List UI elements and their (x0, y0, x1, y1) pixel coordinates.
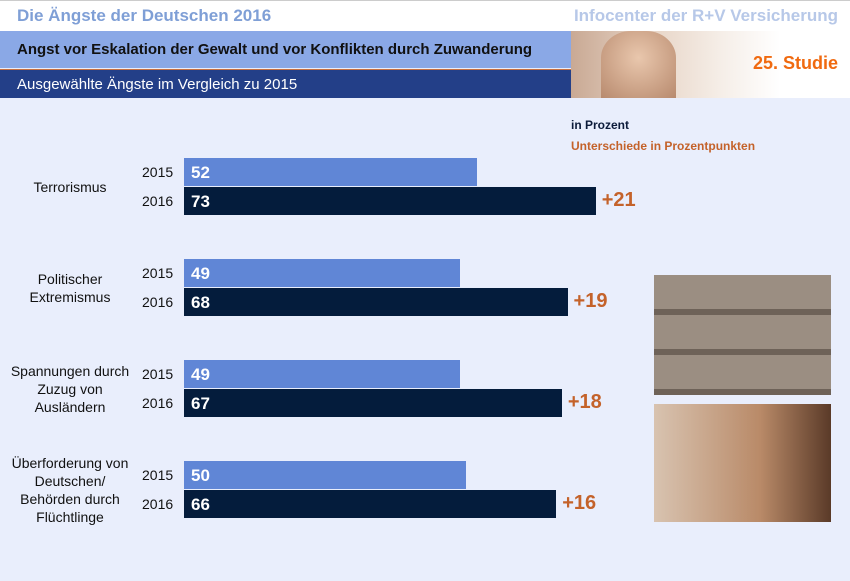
year-label: 2015 (142, 164, 174, 180)
chart-title: Ausgewählte Ängste im Vergleich zu 2015 (17, 76, 298, 93)
bar-2015: 49 (184, 360, 461, 388)
bar-2015: 52 (184, 158, 478, 186)
value-label: 50 (191, 466, 210, 485)
year-label: 2015 (142, 265, 174, 281)
bar-2016: 68 (184, 288, 568, 316)
value-label: 49 (191, 365, 210, 384)
difference-label: +21 (601, 189, 636, 211)
value-label: 73 (191, 192, 210, 211)
difference-label: +18 (567, 391, 602, 413)
year-label: 2015 (142, 366, 174, 382)
subtitle: Angst vor Eskalation der Gewalt und vor … (17, 41, 533, 58)
bar-2016: 73 (184, 187, 596, 215)
subtitle-bar: Angst vor Eskalation der Gewalt und vor … (0, 31, 571, 68)
bar-2016: 67 (184, 389, 562, 417)
difference-label: +19 (573, 290, 608, 312)
diff-label: Unterschiede in Prozentpunkten (571, 139, 756, 153)
category-label: Terrorismus (33, 179, 107, 195)
woman-face-image (601, 31, 676, 98)
unit-label: in Prozent (571, 118, 630, 132)
chart-title-bar: Ausgewählte Ängste im Vergleich zu 2015 (0, 69, 571, 98)
destroyed-building-image (654, 275, 831, 395)
category-label: Politischer Extremismus (29, 271, 111, 305)
value-label: 67 (191, 394, 210, 413)
value-label: 49 (191, 264, 210, 283)
year-label: 2016 (142, 395, 174, 411)
year-label: 2016 (142, 496, 174, 512)
top-bar: Die Ängste der Deutschen 2016 Infocenter… (0, 0, 850, 32)
value-label: 52 (191, 163, 210, 182)
study-label: 25. Studie (752, 53, 838, 73)
value-label: 68 (191, 293, 210, 312)
page-title: Die Ängste der Deutschen 2016 (17, 6, 272, 25)
bar-2015: 50 (184, 461, 466, 489)
source-label: Infocenter der R+V Versicherung (573, 6, 838, 25)
difference-label: +16 (562, 492, 597, 514)
refugee-child-image (654, 404, 831, 522)
value-label: 66 (191, 495, 210, 514)
year-label: 2015 (142, 467, 174, 483)
bar-2015: 49 (184, 259, 461, 287)
year-label: 2016 (142, 193, 174, 209)
category-label: Überforderung von Deutschen/ Behörden du… (11, 455, 129, 525)
category-label: Spannungen durch Zuzug von Ausländern (10, 363, 130, 415)
header-photo: 25. Studie (571, 31, 850, 98)
bar-2016: 66 (184, 490, 557, 518)
year-label: 2016 (142, 294, 174, 310)
